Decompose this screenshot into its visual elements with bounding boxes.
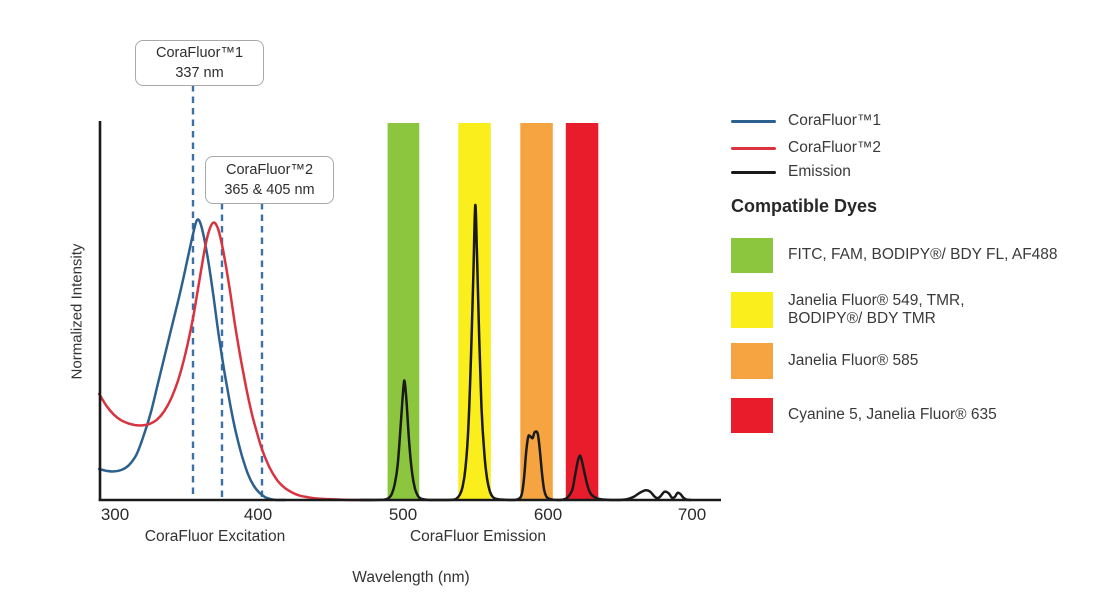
tick-label-700: 700: [677, 505, 707, 524]
annotation-corafluor1-name: CoraFluor™1: [155, 45, 244, 61]
annotation-corafluor1-box: CoraFluor™1 337 nm: [135, 40, 264, 86]
tick-label-400: 400: [243, 505, 273, 524]
yellow-filter-swatch-icon: [731, 292, 773, 328]
axis-caption-excitation: CoraFluor Excitation: [144, 528, 286, 545]
dye-row-red: Cyanine 5, Janelia Fluor® 635: [731, 398, 997, 433]
dye-label: FITC, FAM, BODIPY®/ BDY FL, AF488: [788, 246, 1058, 264]
green-filter-swatch-icon: [731, 238, 773, 273]
legend-label: Emission: [788, 163, 851, 180]
legend-item-corafluor1: CoraFluor™1: [731, 112, 881, 130]
tick-label-500: 500: [388, 505, 418, 524]
tick-label-300: 300: [100, 505, 130, 524]
dye-row-yellow: Janelia Fluor® 549, TMR, BODIPY®/ BDY TM…: [731, 292, 965, 328]
dye-row-orange: Janelia Fluor® 585: [731, 343, 918, 379]
annotation-corafluor2-box: CoraFluor™2 365 & 405 nm: [205, 156, 334, 204]
legend-label: CoraFluor™2: [788, 139, 882, 156]
y-axis-label: Normalized Intensity: [68, 243, 86, 380]
corafluor2-line-swatch-icon: [731, 146, 776, 150]
x-axis-label: Wavelength (nm): [352, 569, 470, 586]
tick-label-600: 600: [533, 505, 563, 524]
dye-row-green: FITC, FAM, BODIPY®/ BDY FL, AF488: [731, 238, 1058, 273]
corafluor1-line-swatch-icon: [731, 119, 776, 123]
annotation-corafluor2-wavelength: 365 & 405 nm: [224, 182, 315, 198]
annotation-corafluor2-name: CoraFluor™2: [225, 162, 314, 178]
compatible-dyes-heading: Compatible Dyes: [731, 196, 878, 216]
dye-label: Cyanine 5, Janelia Fluor® 635: [788, 406, 997, 424]
axis-caption-emission: CoraFluor Emission: [409, 528, 547, 545]
legend-item-corafluor2: CoraFluor™2: [731, 139, 881, 157]
red-filter-swatch-icon: [731, 398, 773, 433]
annotation-corafluor1-wavelength: 337 nm: [175, 65, 224, 81]
spectra-chart: [97, 85, 721, 502]
dye-label: Janelia Fluor® 549, TMR, BODIPY®/ BDY TM…: [788, 291, 965, 327]
legend-item-emission: Emission: [731, 163, 851, 181]
orange-filter-swatch-icon: [731, 343, 773, 379]
emission-line-swatch-icon: [731, 170, 776, 174]
legend-label: CoraFluor™1: [788, 112, 882, 129]
dye-label: Janelia Fluor® 585: [788, 351, 919, 369]
